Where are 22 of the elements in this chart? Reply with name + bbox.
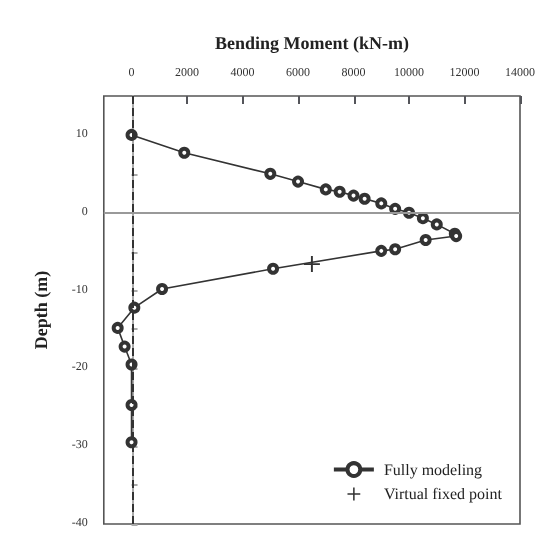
point (292, 175, 305, 188)
point (375, 244, 388, 257)
point (178, 146, 191, 159)
point (156, 282, 169, 295)
point (430, 218, 443, 231)
point (118, 340, 131, 353)
x-axis-title: Bending Moment (kN-m) (214, 33, 409, 53)
point (264, 167, 277, 180)
y-axis-title: Depth (m) (31, 270, 51, 350)
point (389, 202, 402, 215)
point (375, 197, 388, 210)
point (267, 262, 280, 275)
point (358, 192, 371, 205)
legend-label: Virtual fixed point (383, 485, 504, 503)
point (347, 189, 360, 202)
point (111, 321, 124, 334)
point (389, 243, 402, 256)
point (333, 185, 346, 198)
point (419, 233, 432, 246)
legend-label: Fully modeling (383, 460, 483, 479)
point (303, 256, 320, 273)
point (319, 183, 332, 196)
